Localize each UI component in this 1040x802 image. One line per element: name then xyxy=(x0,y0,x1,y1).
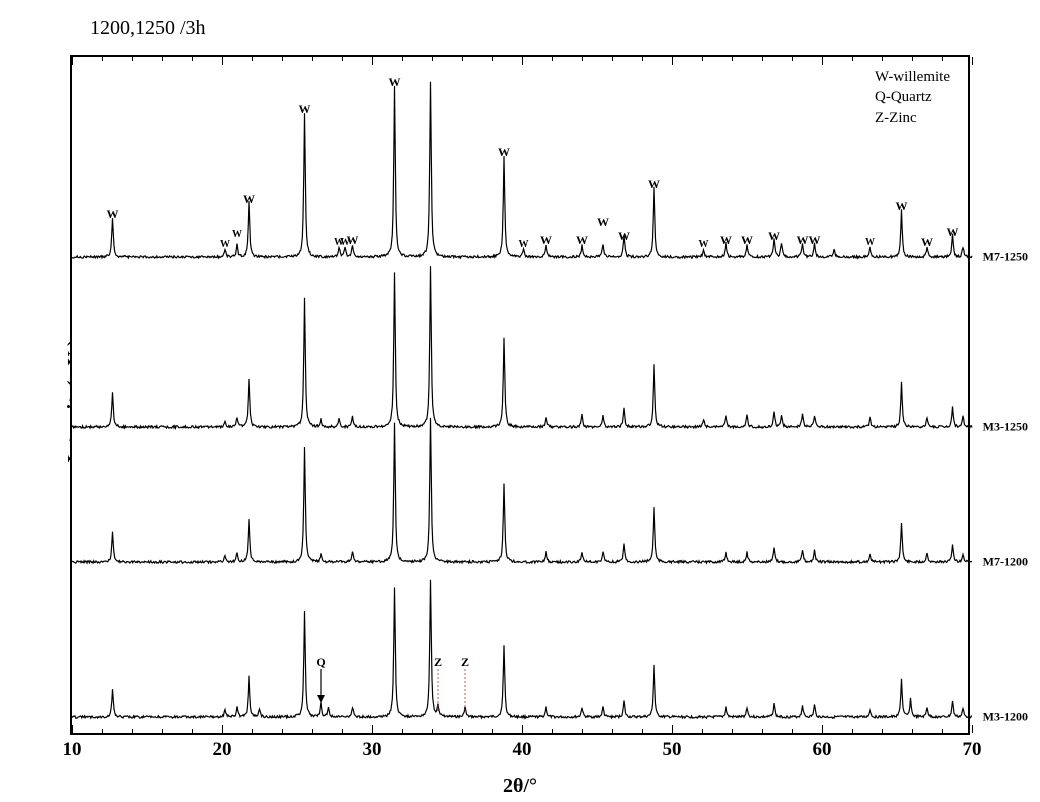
xtick-label: 30 xyxy=(363,739,382,761)
xtick-label: 50 xyxy=(663,739,682,761)
xtick-label: 60 xyxy=(813,739,832,761)
series-label: M7-1250 xyxy=(983,250,1028,265)
chart-title: 1200,1250 /3h xyxy=(90,17,206,40)
chart-container: 1200,1250 /3h Intensity(a.U.) 2θ/° W-wil… xyxy=(0,0,1040,802)
series-label: M3-1250 xyxy=(983,420,1028,435)
annotation-marker xyxy=(72,57,968,737)
xtick-label: 20 xyxy=(213,739,232,761)
xtick-major-top xyxy=(972,57,973,65)
xtick-label: 10 xyxy=(63,739,82,761)
x-axis-label: 2θ/° xyxy=(503,775,537,798)
xtick-major xyxy=(972,725,973,733)
series-label: M3-1200 xyxy=(983,710,1028,725)
xtick-label: 70 xyxy=(963,739,982,761)
plot-area: W-willemite Q-Quartz Z-Zinc 102030405060… xyxy=(70,55,970,735)
xtick-label: 40 xyxy=(513,739,532,761)
series-label: M7-1200 xyxy=(983,555,1028,570)
